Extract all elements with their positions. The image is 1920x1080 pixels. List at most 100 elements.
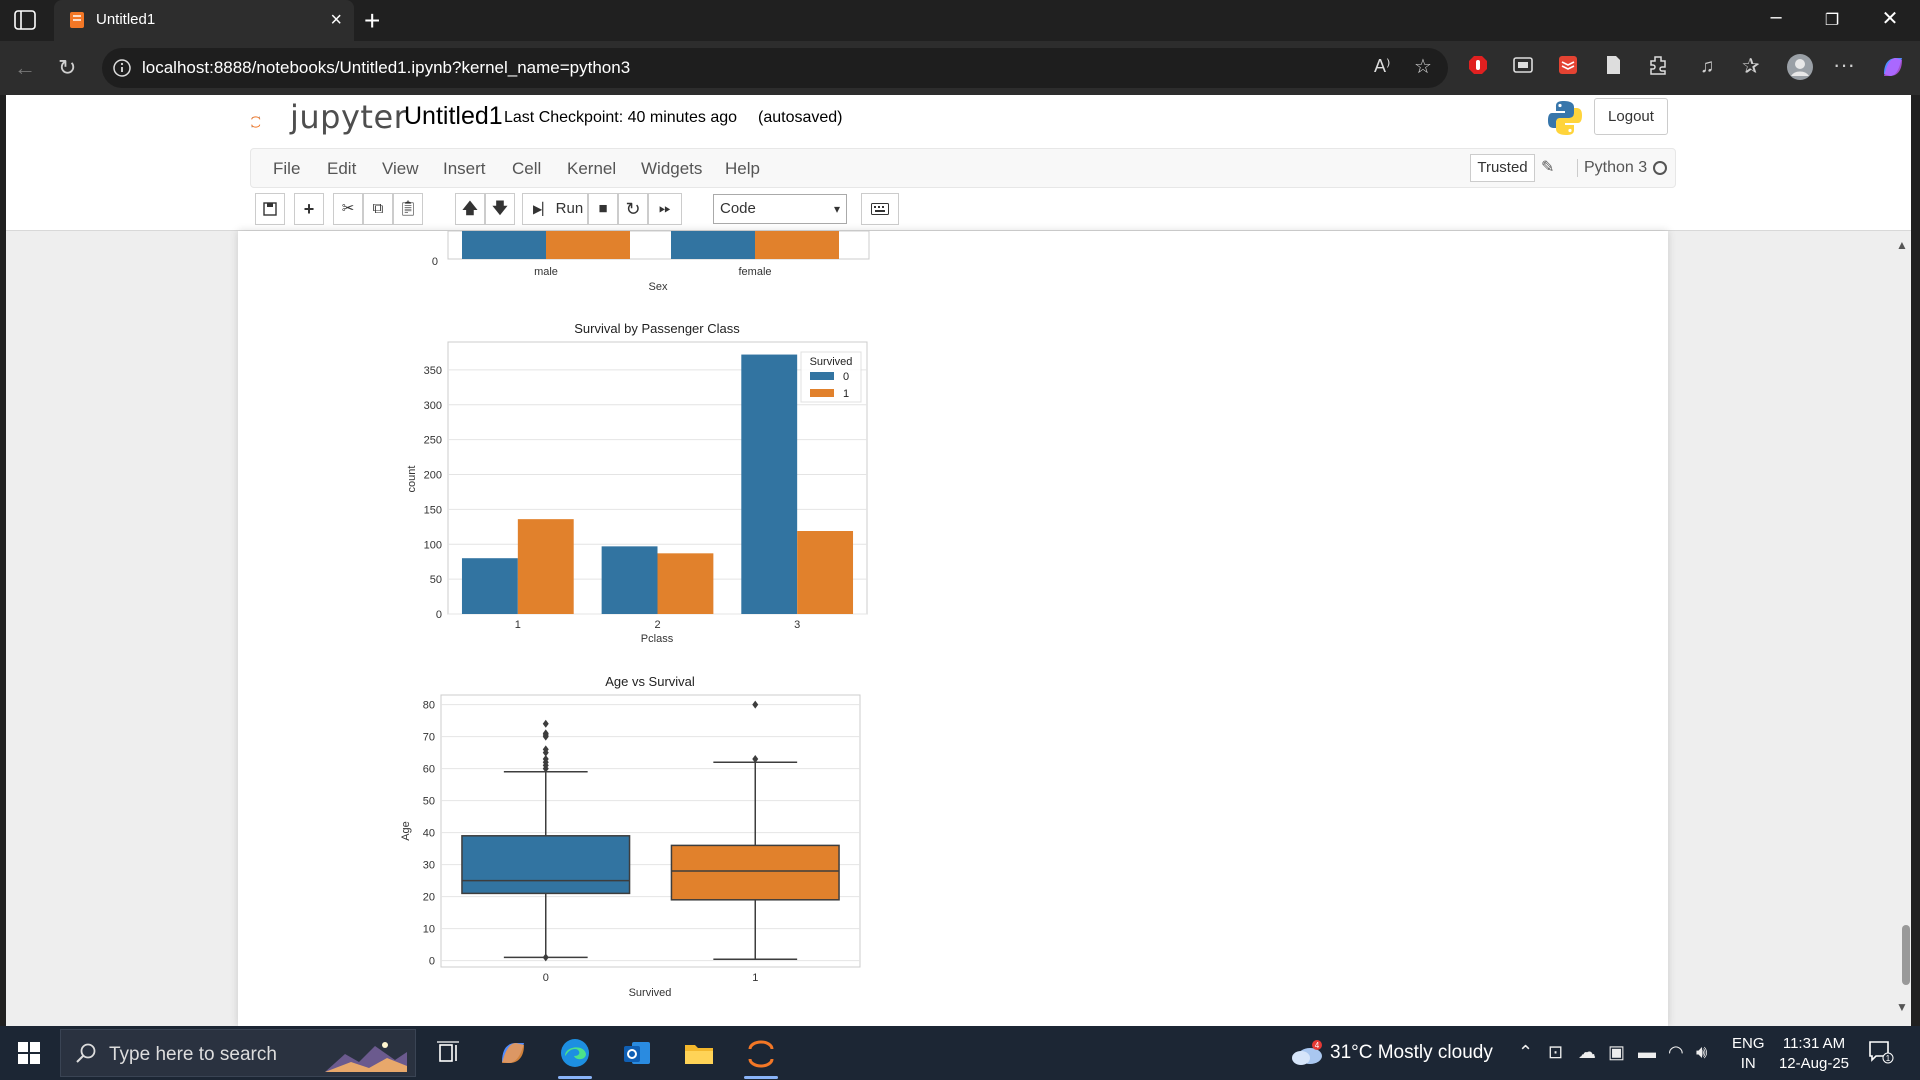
meet-now-icon[interactable]: ⊡: [1548, 1042, 1564, 1062]
y-axis-label: count: [406, 466, 418, 493]
y-tick-label: 350: [424, 365, 442, 377]
move-down-button[interactable]: 🡇: [485, 193, 515, 225]
legend-label-1: 1: [843, 388, 849, 400]
bar-class-1-survived-0: [461, 558, 518, 614]
restart-button[interactable]: ↻: [618, 193, 648, 225]
volume-icon[interactable]: 🔊︎: [1696, 1042, 1708, 1062]
file-explorer-icon[interactable]: [680, 1034, 718, 1072]
interrupt-button[interactable]: ■: [588, 193, 618, 225]
x-tick-label: 1: [752, 972, 758, 984]
profile-avatar[interactable]: [1786, 53, 1814, 81]
save-button[interactable]: [255, 193, 285, 225]
weather-cloud-icon[interactable]: 4: [1290, 1040, 1324, 1066]
edge-browser-icon[interactable]: [556, 1034, 594, 1072]
scroll-down-icon[interactable]: ▼: [1896, 1000, 1908, 1014]
chevron-up-icon[interactable]: ⌃: [1518, 1042, 1534, 1062]
close-window-icon[interactable]: ✕: [1881, 8, 1899, 30]
logout-button[interactable]: Logout: [1594, 98, 1668, 135]
jupyter-running-indicator: [744, 1076, 778, 1079]
cell-type-select[interactable]: Code ▾: [713, 194, 847, 224]
page-scrollbar[interactable]: [1899, 231, 1911, 1026]
save-icon: [263, 202, 277, 216]
outlook-icon[interactable]: [618, 1034, 656, 1072]
y-tick-label: 250: [424, 435, 442, 447]
back-icon[interactable]: ←: [14, 55, 36, 80]
menu-insert[interactable]: Insert: [443, 159, 486, 178]
copilot-taskbar-icon[interactable]: [494, 1034, 532, 1072]
bar-female-1: [755, 231, 839, 259]
plus-icon: +: [303, 199, 315, 219]
menu-help[interactable]: Help: [725, 159, 760, 178]
copy-button[interactable]: ⧉: [363, 193, 393, 225]
y-tick-label: 200: [424, 470, 442, 482]
screenshot-extension-icon[interactable]: [1512, 54, 1534, 76]
cell-type-value: Code: [720, 200, 756, 217]
new-tab-icon[interactable]: +: [364, 5, 381, 36]
sidebar-toggle-icon[interactable]: [14, 10, 36, 30]
task-view-icon[interactable]: [430, 1034, 468, 1072]
notebook-name[interactable]: Untitled1: [404, 102, 503, 130]
browser-tab[interactable]: Untitled1 ×: [54, 0, 354, 41]
jupyter-taskbar-icon[interactable]: [742, 1034, 780, 1072]
onedrive-icon[interactable]: ☁: [1578, 1042, 1596, 1062]
bar-female-0: [671, 231, 755, 259]
taskbar-search-box[interactable]: Type here to search: [60, 1029, 416, 1077]
display-icon[interactable]: ▣: [1608, 1042, 1626, 1062]
move-up-button[interactable]: 🡅: [455, 193, 485, 225]
run-button[interactable]: ▶▏ Run: [522, 193, 588, 225]
paste-button[interactable]: 📋︎: [393, 193, 423, 225]
more-options-icon[interactable]: ···: [1833, 52, 1855, 77]
minimize-icon[interactable]: –: [1770, 6, 1782, 28]
read-aloud-icon[interactable]: A⁾: [1374, 56, 1391, 76]
extensions-icon[interactable]: [1647, 54, 1669, 76]
trusted-badge[interactable]: Trusted: [1470, 154, 1535, 182]
command-palette-button[interactable]: [861, 193, 899, 225]
adblock-extension-icon[interactable]: [1467, 54, 1489, 76]
legend-title: Survived: [810, 356, 853, 368]
kernel-name[interactable]: Python 3: [1577, 159, 1647, 177]
windows-start-icon[interactable]: [18, 1042, 40, 1064]
stop-icon: ■: [598, 200, 608, 217]
favorites-icon[interactable]: ✰: [1742, 55, 1760, 78]
clock-time: 11:31 AM: [1782, 1035, 1846, 1052]
jupyter-logo-icon[interactable]: [250, 99, 290, 145]
menu-view[interactable]: View: [382, 159, 419, 178]
bar-class-2-survived-1: [657, 553, 714, 614]
battery-icon[interactable]: ▬: [1638, 1042, 1656, 1062]
menu-file[interactable]: File: [273, 159, 301, 178]
language-indicator[interactable]: ENG IN: [1732, 1034, 1765, 1074]
menu-widgets[interactable]: Widgets: [641, 159, 703, 178]
cut-button[interactable]: ✂: [333, 193, 363, 225]
bar-class-3-survived-0: [741, 354, 798, 614]
refresh-icon[interactable]: ↻: [58, 55, 77, 80]
todoist-extension-icon[interactable]: [1557, 54, 1579, 76]
restore-icon[interactable]: ❐: [1824, 12, 1840, 29]
scrollbar-thumb[interactable]: [1902, 925, 1910, 985]
y-tick-label: 0: [436, 609, 442, 621]
menu-kernel[interactable]: Kernel: [567, 159, 617, 178]
menu-edit[interactable]: Edit: [327, 159, 357, 178]
y-tick-label: 20: [423, 892, 435, 904]
weather-text[interactable]: 31°C Mostly cloudy: [1330, 1042, 1493, 1063]
x-axis-label: Sex: [649, 281, 668, 293]
menu-cell[interactable]: Cell: [512, 159, 542, 178]
notification-center-icon[interactable]: 1: [1868, 1040, 1894, 1064]
document-extension-icon[interactable]: [1602, 54, 1624, 76]
chart-sex-partial: 0 male female Sex: [432, 231, 870, 293]
tab-close-icon[interactable]: ×: [330, 9, 342, 31]
outlier-point: [542, 719, 549, 728]
site-info-icon[interactable]: [112, 58, 132, 78]
bar-class-2-survived-0: [601, 546, 658, 614]
edit-pencil-icon[interactable]: ✎: [1541, 159, 1555, 176]
restart-run-all-button[interactable]: ⏩︎: [648, 193, 682, 225]
checkpoint-status: Last Checkpoint: 40 minutes ago: [504, 109, 738, 126]
scroll-up-icon[interactable]: ▲: [1896, 238, 1908, 252]
media-icon[interactable]: ♫: [1700, 56, 1715, 77]
insert-cell-button[interactable]: +: [294, 193, 324, 225]
x-tick-label: male: [534, 266, 558, 278]
favorite-star-icon[interactable]: ☆: [1414, 56, 1432, 78]
copilot-icon[interactable]: [1880, 54, 1906, 80]
address-bar[interactable]: localhost:8888/notebooks/Untitled1.ipynb…: [102, 48, 1448, 88]
wifi-icon[interactable]: ◠: [1668, 1042, 1684, 1062]
clock[interactable]: 11:31 AM 12-Aug-25: [1774, 1034, 1854, 1074]
